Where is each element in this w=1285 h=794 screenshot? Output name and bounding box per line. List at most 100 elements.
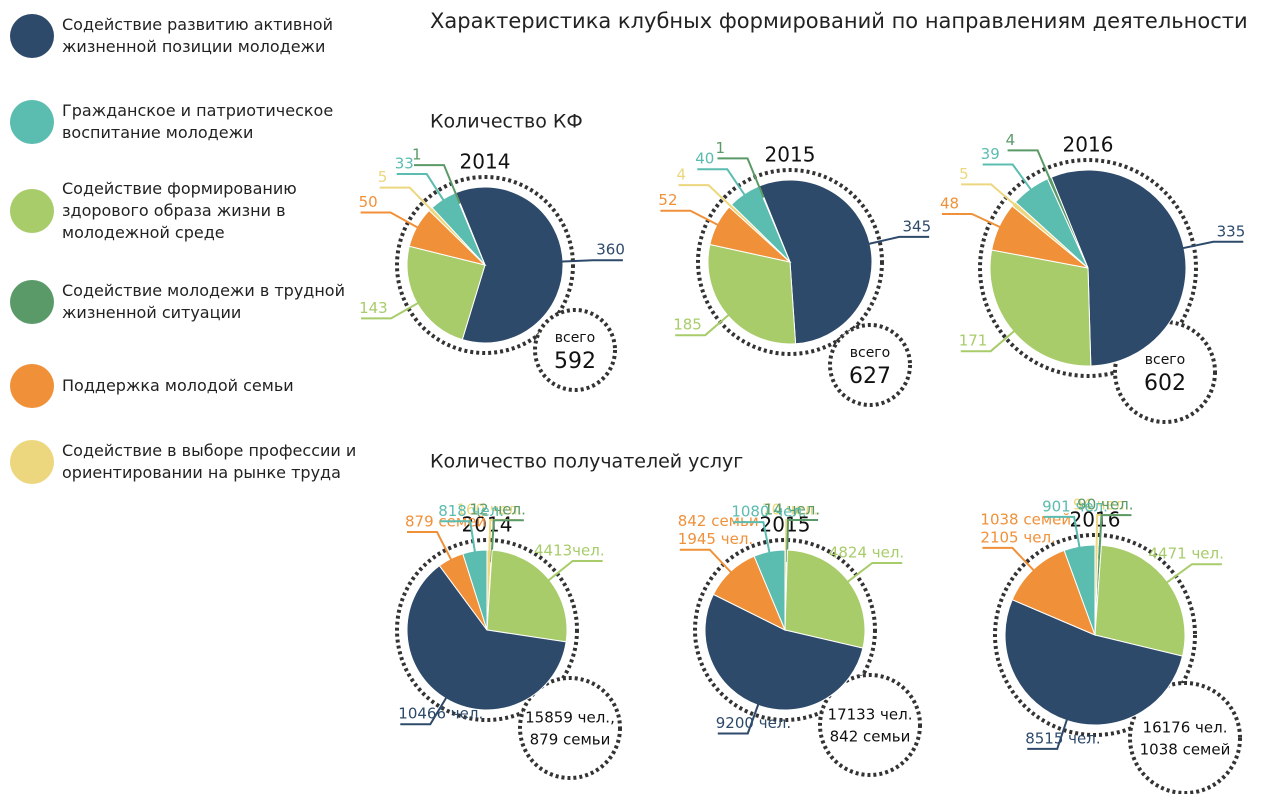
data-label: 33	[395, 155, 414, 173]
data-label: 48	[940, 195, 959, 213]
legend-swatch	[10, 100, 54, 144]
data-label: 14 чел.	[764, 501, 820, 519]
data-label: 50	[359, 193, 378, 211]
data-label: 1080 чел.	[731, 503, 806, 521]
legend-label: Содействие молодежи в трудной жизненной …	[62, 281, 345, 322]
data-label: 9200 чел.	[716, 714, 791, 732]
data-label: 40	[695, 150, 714, 168]
data-label: 4	[1006, 131, 1016, 149]
total-families: 879 семьи	[530, 731, 611, 749]
section-title: Количество получателей услуг	[430, 451, 743, 473]
leader-line	[660, 209, 729, 231]
pie-slice	[989, 249, 1092, 367]
legend-item: Содействие в выборе профессии и ориентир…	[10, 440, 360, 484]
leader-line	[960, 321, 1026, 353]
legend-item: Содействие молодежи в трудной жизненной …	[10, 280, 360, 324]
leader-line	[361, 296, 428, 320]
pie-title: 2015	[765, 143, 816, 167]
title: Характеристика клубных формирований по н…	[430, 9, 1248, 33]
pie-title: 2014	[460, 150, 511, 174]
data-label: 335	[1217, 222, 1246, 240]
legend-swatch	[10, 364, 54, 408]
total-ring	[533, 308, 617, 392]
total-value: 16176 чел.	[1143, 719, 1228, 737]
leader-line	[1027, 707, 1072, 750]
leader-line	[982, 546, 1044, 581]
data-label: 4471 чел.	[1149, 545, 1224, 563]
total-label: всего	[1145, 352, 1185, 368]
leader-line	[440, 520, 478, 563]
leader-line	[1044, 515, 1083, 560]
leader-line	[679, 548, 740, 582]
data-label: 52	[658, 191, 677, 209]
total-families: 842 семьи	[830, 728, 911, 746]
data-label: 818 чел.	[438, 502, 504, 520]
leader-line	[1098, 514, 1132, 559]
data-label-note: 1038 семей	[980, 510, 1071, 528]
data-label: 1945 чел.	[678, 530, 753, 548]
pie-ring	[696, 168, 884, 356]
leader-line	[717, 157, 765, 198]
pie-slice	[486, 549, 568, 643]
leader-line	[407, 531, 457, 570]
data-label: 39	[981, 145, 1000, 163]
data-label: 4824 чел.	[829, 543, 904, 561]
legend-item: Содействие формированию здорового образа…	[10, 178, 360, 244]
total-label: всего	[555, 330, 595, 346]
legend-label: Поддержка молодой семьи	[62, 376, 294, 395]
data-label: 1	[716, 139, 726, 157]
data-label-note: 842 семьи	[678, 512, 759, 530]
leader-line	[1156, 563, 1222, 591]
legend-label: Содействие формированию здорового образа…	[62, 179, 297, 242]
data-label: 143	[359, 299, 388, 317]
total-ring	[828, 323, 912, 407]
data-label: 360	[596, 241, 625, 259]
leader-line	[675, 306, 738, 337]
pie-title: 2016	[1070, 508, 1121, 532]
data-label: 4413чел.	[534, 541, 605, 559]
pie-title: 2016	[1063, 133, 1114, 157]
legend-swatch	[10, 14, 54, 58]
total-ring	[818, 673, 922, 777]
total-ring	[1128, 681, 1242, 794]
total-value: 17133 чел.	[828, 706, 913, 724]
leader-line	[717, 693, 763, 735]
data-label: 90 чел.	[1077, 496, 1133, 514]
data-label: 185	[673, 316, 702, 334]
total-ring	[518, 676, 622, 780]
legend-item: Поддержка молодой семьи	[10, 364, 360, 408]
leader-line	[697, 168, 752, 205]
leader-line	[539, 559, 603, 589]
leader-line	[1007, 149, 1057, 192]
legend-label: Гражданское и патриотическое воспитание …	[62, 101, 334, 142]
legend-label: Содействие развитию активной жизненной п…	[62, 15, 333, 56]
pie-ring	[395, 538, 579, 722]
total-label: всего	[850, 345, 890, 361]
total-value: 592	[554, 349, 596, 374]
leader-line	[678, 184, 740, 215]
pie-ring	[693, 538, 877, 722]
legend-item: Гражданское и патриотическое воспитание …	[10, 100, 360, 144]
data-label: 1	[412, 146, 422, 164]
data-label: 5	[378, 168, 388, 186]
legend-swatch	[10, 280, 54, 324]
data-label: 10466 чел.	[398, 705, 483, 723]
leader-line	[733, 521, 773, 564]
data-label: 901 чел.	[1042, 497, 1108, 515]
pie-ring	[993, 533, 1197, 737]
leader-line	[1169, 240, 1244, 252]
data-label: 12 чел.	[470, 501, 526, 519]
leader-line	[396, 173, 451, 210]
leader-line	[414, 164, 461, 205]
total-families: 1038 семей	[1140, 741, 1231, 759]
leader-line	[490, 519, 524, 563]
data-label: 171	[959, 332, 988, 350]
data-label: 2105 чел.	[980, 528, 1055, 546]
total-value: 15859 чел.,	[525, 709, 615, 727]
leader-line	[400, 687, 453, 726]
pie-ring	[395, 175, 575, 355]
legend-item: Содействие развитию активной жизненной п…	[10, 14, 360, 58]
leader-line	[379, 186, 440, 219]
data-label: 94 чел.	[1073, 496, 1129, 514]
legend-label: Содействие в выборе профессии и ориентир…	[62, 441, 357, 482]
